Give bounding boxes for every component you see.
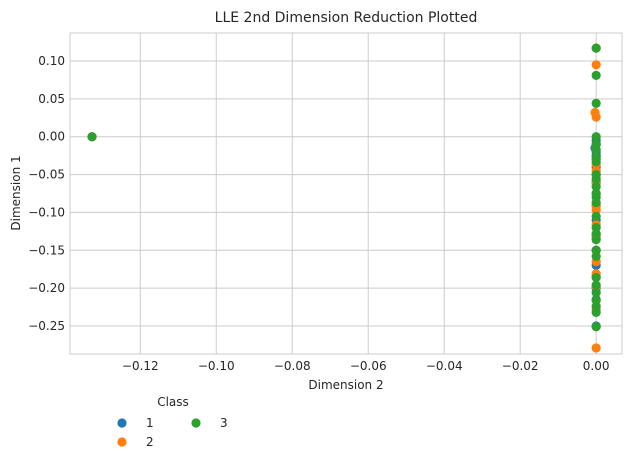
data-point-class-3 [591, 144, 601, 155]
x-tick-label: −0.06 [350, 359, 387, 373]
y-tick-label: −0.20 [28, 281, 65, 295]
data-point-class-3 [591, 280, 601, 290]
x-tick-label: −0.02 [502, 359, 539, 373]
x-tick-label: −0.12 [122, 359, 159, 373]
y-axis-ticks: 0.10 0.05 0.00 −0.05 −0.10 −0.15 −0.20 −0.25 [28, 54, 65, 333]
y-tick-label: −0.25 [28, 319, 65, 333]
data-point-class-3 [591, 288, 601, 298]
data-point-class-3 [591, 322, 601, 332]
y-tick-label: −0.10 [28, 205, 65, 219]
legend-marker-2 [117, 437, 127, 447]
series-3 [87, 43, 601, 332]
x-tick-label: −0.10 [198, 359, 235, 373]
y-axis-label: Dimension 1 [9, 155, 23, 230]
data-point-class-3 [87, 132, 97, 142]
x-axis-ticks: −0.12 −0.10 −0.08 −0.06 −0.04 −0.02 0.00 [122, 359, 610, 373]
legend-label-1: 1 [146, 416, 154, 430]
y-tick-label: −0.05 [28, 168, 65, 182]
data-point-class-3 [591, 132, 601, 142]
plot-area-frame [69, 32, 623, 355]
data-point-class-2 [591, 112, 601, 122]
grid-lines [70, 33, 622, 354]
x-tick-label: 0.00 [583, 359, 610, 373]
legend: Class 1 2 3 [117, 395, 228, 449]
data-point-class-3 [591, 98, 601, 109]
legend-title: Class [157, 395, 189, 409]
data-points [87, 43, 601, 353]
data-point-class-3 [591, 211, 601, 221]
legend-label-2: 2 [146, 435, 154, 449]
data-point-class-3 [591, 70, 601, 80]
legend-marker-1 [117, 418, 127, 428]
legend-item-3: 3 [191, 416, 228, 430]
data-point-class-3 [591, 174, 601, 184]
legend-item-1: 1 [117, 416, 154, 430]
y-tick-label: 0.05 [38, 92, 65, 106]
legend-label-3: 3 [220, 416, 228, 430]
y-tick-label: −0.15 [28, 243, 65, 257]
data-point-class-3 [591, 182, 601, 192]
chart-title: LLE 2nd Dimension Reduction Plotted [215, 10, 478, 26]
data-point-class-3 [591, 43, 601, 53]
x-tick-label: −0.04 [426, 359, 463, 373]
data-point-class-3 [591, 272, 601, 283]
data-point-class-3 [591, 157, 601, 167]
data-point-class-3 [591, 235, 601, 245]
y-tick-label: 0.10 [38, 54, 65, 68]
data-point-class-3 [591, 251, 601, 261]
x-tick-label: −0.08 [274, 359, 311, 373]
x-axis-label: Dimension 2 [308, 378, 383, 392]
data-point-class-3 [591, 307, 601, 317]
data-point-class-2 [591, 60, 601, 70]
legend-marker-3 [191, 418, 201, 428]
data-point-class-3 [591, 197, 601, 208]
y-tick-label: 0.00 [38, 130, 65, 144]
legend-item-2: 2 [117, 435, 154, 449]
data-point-class-2 [591, 343, 601, 353]
